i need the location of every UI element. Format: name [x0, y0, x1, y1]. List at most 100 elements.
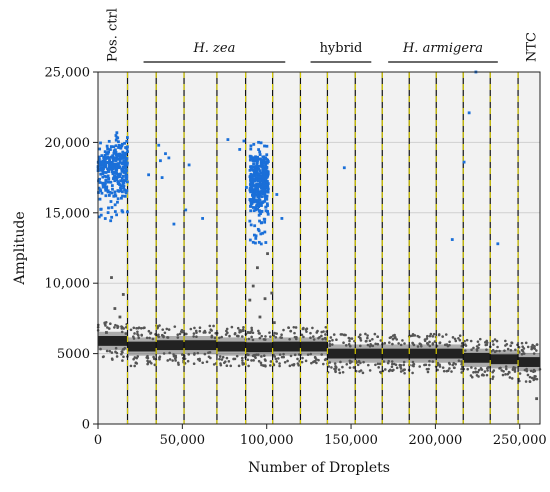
negative-droplet: [472, 346, 475, 350]
positive-droplet: [264, 177, 267, 181]
negative-droplet: [178, 332, 182, 336]
negative-droplet: [366, 343, 370, 347]
positive-droplet: [264, 170, 267, 173]
positive-droplet: [99, 141, 102, 145]
positive-droplet: [114, 138, 118, 142]
negative-droplet: [431, 360, 435, 363]
sparse-positive-droplet: [201, 217, 204, 220]
positive-droplet: [265, 157, 268, 161]
sparse-positive-droplet: [160, 176, 164, 179]
sparse-positive-droplet: [172, 222, 176, 226]
positive-droplet: [254, 155, 257, 159]
positive-droplet: [109, 148, 112, 151]
negative-droplet: [524, 341, 528, 345]
positive-droplet: [123, 141, 126, 145]
positive-droplet: [260, 209, 264, 213]
positive-droplet: [250, 178, 254, 182]
negative-droplet: [510, 377, 514, 380]
positive-droplet: [253, 198, 257, 202]
sparse-negative-droplet: [272, 321, 276, 325]
negative-droplet: [274, 357, 278, 361]
negative-droplet: [526, 373, 530, 377]
negative-droplet: [102, 355, 105, 358]
negative-droplet: [342, 341, 345, 345]
negative-droplet: [251, 338, 255, 342]
negative-droplet: [509, 348, 513, 352]
negative-droplet: [345, 363, 349, 366]
negative-droplet: [173, 325, 177, 328]
positive-droplet: [251, 206, 255, 209]
positive-droplet: [257, 167, 261, 171]
positive-droplet: [266, 171, 270, 175]
negative-droplet: [301, 327, 305, 331]
negative-droplet: [401, 339, 404, 342]
negative-droplet: [106, 326, 109, 329]
positive-droplet: [263, 189, 267, 193]
positive-droplet: [126, 145, 129, 149]
positive-droplet: [113, 203, 117, 207]
positive-droplet: [102, 165, 106, 169]
positive-droplet: [103, 150, 107, 154]
positive-droplet: [102, 163, 105, 167]
negative-droplet: [509, 344, 512, 348]
positive-droplet: [108, 190, 112, 194]
negative-droplet: [136, 330, 139, 334]
negative-droplet: [262, 354, 266, 358]
negative-droplet: [147, 329, 151, 333]
sparse-positive-droplet: [245, 186, 248, 189]
negative-droplet: [485, 339, 489, 343]
negative-band-halo-7: [300, 337, 328, 356]
negative-droplet: [289, 329, 292, 333]
positive-droplet: [121, 194, 124, 198]
negative-droplet: [282, 352, 285, 356]
positive-droplet: [258, 172, 261, 176]
plot-area: [98, 72, 540, 424]
negative-droplet: [103, 322, 107, 325]
negative-droplet: [504, 373, 507, 376]
negative-droplet: [220, 358, 224, 361]
negative-droplet: [383, 341, 387, 345]
positive-droplet: [109, 219, 113, 223]
negative-droplet: [282, 328, 285, 332]
negative-droplet: [362, 360, 365, 364]
positive-droplet: [98, 167, 102, 171]
negative-droplet: [286, 359, 289, 363]
positive-droplet: [259, 191, 262, 195]
negative-droplet: [412, 343, 416, 347]
sparse-negative-droplet: [270, 291, 274, 295]
negative-band-halo-4: [216, 337, 246, 356]
negative-droplet: [208, 331, 211, 334]
negative-droplet: [442, 369, 446, 373]
negative-droplet: [293, 335, 297, 339]
negative-droplet: [136, 332, 139, 336]
negative-droplet: [237, 334, 240, 338]
negative-droplet: [403, 371, 406, 375]
negative-band-core-3: [184, 340, 217, 351]
positive-droplet: [253, 179, 257, 183]
negative-band-halo-9: [355, 344, 383, 363]
negative-droplet: [288, 364, 292, 368]
negative-droplet: [157, 335, 161, 339]
positive-droplet: [123, 151, 127, 155]
negative-droplet: [387, 369, 391, 373]
positive-droplet: [264, 171, 268, 175]
negative-droplet-band: [96, 320, 542, 383]
positive-droplet: [115, 162, 119, 166]
positive-droplet: [124, 162, 128, 166]
negative-droplet: [530, 347, 533, 351]
negative-droplet: [429, 332, 433, 336]
negative-droplet: [411, 364, 414, 367]
x-tick-label-1: 50,000: [160, 433, 206, 448]
positive-droplet: [121, 156, 125, 160]
positive-droplet: [99, 168, 103, 172]
positive-droplet: [113, 156, 117, 160]
positive-droplet: [263, 181, 267, 185]
negative-droplet: [491, 377, 494, 381]
negative-droplet: [529, 369, 533, 373]
negative-droplet: [240, 335, 244, 338]
negative-droplet: [411, 371, 414, 375]
negative-droplet: [264, 335, 267, 338]
positive-droplet: [266, 212, 270, 216]
negative-droplet: [402, 368, 406, 371]
negative-droplet: [411, 333, 415, 336]
